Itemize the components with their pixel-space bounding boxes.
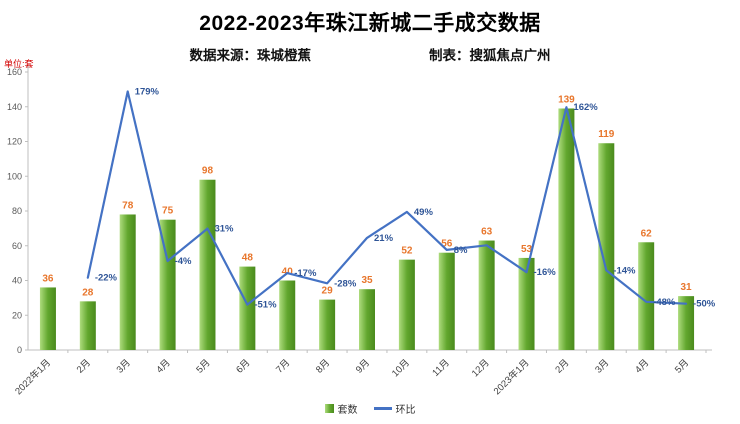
- pct-change-label: -4%: [175, 256, 192, 267]
- bar-value-label: 75: [162, 206, 174, 217]
- legend-bar-label: 套数: [337, 405, 358, 416]
- bar: [359, 289, 375, 350]
- x-axis-label: 10月: [390, 357, 412, 379]
- pct-change-label: -17%: [294, 268, 317, 279]
- bar-value-label: 56: [441, 239, 453, 250]
- bar-value-label: 62: [641, 228, 653, 239]
- producer-label: 制表：搜狐焦点广州: [429, 48, 551, 63]
- x-axis-label: 2022年1月: [12, 357, 53, 398]
- chart-legend: 套数 环比: [0, 401, 740, 416]
- bar: [319, 299, 336, 350]
- x-axis-label: 2023年1月: [491, 357, 532, 398]
- bar-value-label: 48: [242, 253, 254, 264]
- bar-value-label: 53: [521, 244, 533, 255]
- x-axis-label: 2月: [75, 357, 93, 375]
- x-axis-label: 2月: [553, 357, 571, 375]
- bar-value-label: 63: [481, 227, 493, 238]
- pct-change-label: 8%: [454, 245, 468, 256]
- x-axis-label: 8月: [314, 357, 332, 375]
- pct-change-label: 31%: [214, 224, 234, 235]
- x-axis-label: 3月: [593, 357, 611, 375]
- bar-value-label: 98: [202, 166, 214, 177]
- x-axis-label: 4月: [154, 357, 172, 375]
- y-tick-label: 80: [12, 206, 22, 216]
- bar-series-swatch: [324, 404, 334, 413]
- bar: [398, 259, 415, 350]
- pct-change-label: -51%: [254, 300, 277, 311]
- bar-value-label: 139: [558, 94, 575, 105]
- x-axis-label: 5月: [194, 357, 212, 375]
- x-axis-label: 7月: [274, 357, 292, 375]
- pct-change-label: -14%: [613, 265, 636, 276]
- y-tick-label: 140: [7, 102, 22, 112]
- chart-subtitle-row: 数据来源：珠城橙蕉 制表：搜狐焦点广州: [0, 44, 740, 64]
- line-series-swatch: [373, 407, 392, 410]
- x-axis-label: 9月: [354, 357, 372, 375]
- pct-change-label: -48%: [653, 297, 676, 308]
- pct-change-label: 162%: [573, 102, 598, 113]
- trend-line: [86, 90, 688, 306]
- x-axis-label: 3月: [115, 357, 133, 375]
- pct-change-label: -16%: [534, 267, 557, 278]
- legend-line-label: 环比: [395, 405, 416, 416]
- bar: [159, 219, 176, 350]
- y-tick-label: 160: [7, 67, 22, 77]
- bar-value-label: 35: [361, 275, 373, 286]
- x-axis-label: 11月: [430, 357, 451, 378]
- bar-value-label: 78: [122, 200, 134, 211]
- bar: [239, 266, 256, 350]
- x-axis-label: 5月: [673, 357, 691, 375]
- bar-value-label: 31: [680, 282, 692, 293]
- bar: [119, 214, 136, 350]
- legend-item-line: 环比: [373, 401, 416, 416]
- y-tick-label: 120: [7, 137, 22, 147]
- bar: [478, 240, 495, 350]
- bar: [518, 257, 535, 350]
- x-axis-label: 6月: [234, 357, 252, 375]
- bar: [79, 301, 96, 350]
- bar: [199, 179, 216, 350]
- y-axis-unit-label: 单位:套: [4, 59, 34, 69]
- bar: [279, 280, 296, 350]
- bar: [558, 108, 575, 350]
- pct-change-label: 49%: [414, 207, 434, 218]
- x-axis-label: 12月: [470, 357, 492, 379]
- y-tick-label: 20: [12, 310, 22, 320]
- data-source-label: 数据来源：珠城橙蕉: [189, 48, 312, 63]
- bar-value-label: 40: [282, 267, 294, 278]
- pct-change-label: 21%: [374, 233, 394, 244]
- bar-value-label: 52: [401, 246, 413, 257]
- pct-change-label: 179%: [135, 86, 160, 97]
- bar-value-label: 29: [322, 286, 334, 297]
- pct-change-label: -22%: [95, 273, 118, 284]
- bar-value-label: 119: [598, 129, 615, 140]
- bar-value-label: 28: [82, 287, 94, 298]
- chart-canvas: 0 20 40 60 80 100 120 140 160 2022年1月 2月 3月 4月 5月 6月 7月…: [7, 66, 716, 398]
- y-tick-label: 0: [17, 345, 22, 355]
- y-tick-label: 60: [12, 241, 22, 251]
- pct-change-label: -28%: [334, 278, 357, 289]
- pct-change-label: -50%: [693, 299, 716, 310]
- bar: [39, 287, 56, 350]
- bar-value-label: 36: [42, 273, 54, 284]
- bar: [678, 296, 695, 350]
- chart-title: 2022-2023年珠江新城二手成交数据: [199, 12, 541, 35]
- y-tick-label: 40: [12, 276, 22, 286]
- x-axis-label: 4月: [633, 357, 651, 375]
- bar: [438, 252, 455, 350]
- legend-item-bar: 套数: [324, 401, 358, 416]
- bar: [598, 143, 615, 350]
- bar: [638, 242, 655, 350]
- y-tick-label: 100: [7, 171, 22, 181]
